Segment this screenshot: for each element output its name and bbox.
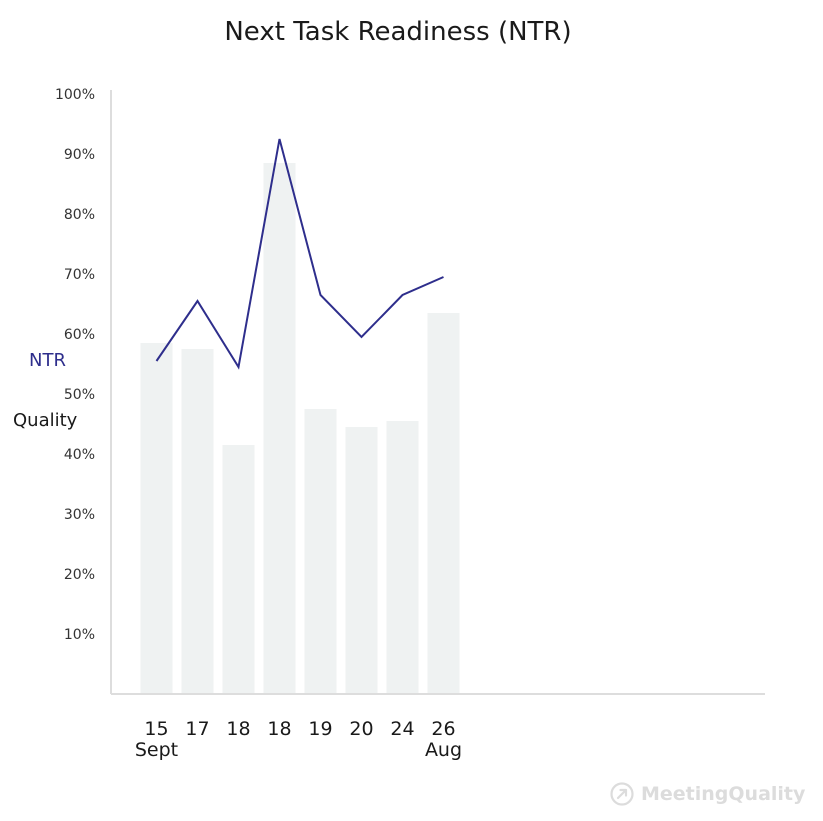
y-tick-label: 30%: [64, 507, 95, 523]
y-tick-label: 50%: [64, 387, 95, 403]
x-tick-label: 19: [308, 718, 332, 740]
x-tick-label: 26: [431, 718, 455, 740]
x-tick-label: 15: [144, 718, 168, 740]
y-tick-label: 70%: [64, 267, 95, 283]
quality-bar: [427, 313, 460, 694]
y-tick-label: 90%: [64, 147, 95, 163]
quality-bar: [222, 445, 255, 694]
quality-bar: [386, 421, 419, 694]
y-axis-ticks: 10% 20% 30% 40% 50% 60% 70% 80% 90% 100%: [55, 87, 95, 643]
y-tick-label: 100%: [55, 87, 95, 103]
quality-bar: [263, 163, 296, 694]
quality-bar: [181, 349, 214, 694]
x-axis-ticks: 15 17 18 18 19 20 24 26: [144, 718, 455, 740]
x-tick-label: 24: [390, 718, 414, 740]
quality-bar: [140, 343, 173, 694]
ntr-line-layer: [155, 138, 444, 370]
x-tick-label: 17: [185, 718, 209, 740]
month-label: Aug: [425, 739, 462, 761]
arrow-circle-icon: [610, 782, 634, 806]
month-label: Sept: [135, 739, 178, 761]
ntr-line: [155, 138, 444, 370]
legend-quality-label: Quality: [13, 410, 78, 431]
x-tick-label: 20: [349, 718, 373, 740]
y-tick-label: 60%: [64, 327, 95, 343]
quality-bar: [345, 427, 378, 694]
chart-title: Next Task Readiness (NTR): [224, 17, 571, 47]
month-labels: Sept Aug: [135, 739, 462, 761]
y-tick-label: 40%: [64, 447, 95, 463]
x-tick-label: 18: [267, 718, 291, 740]
y-tick-label: 80%: [64, 207, 95, 223]
x-tick-label: 18: [226, 718, 250, 740]
legend-ntr-label: NTR: [29, 350, 66, 371]
y-tick-label: 10%: [64, 627, 95, 643]
quality-bars: [140, 163, 460, 694]
watermark-text: MeetingQuality: [641, 783, 806, 805]
watermark: MeetingQuality: [610, 782, 805, 806]
axes: [110, 90, 765, 695]
quality-bar: [304, 409, 337, 694]
y-tick-label: 20%: [64, 567, 95, 583]
